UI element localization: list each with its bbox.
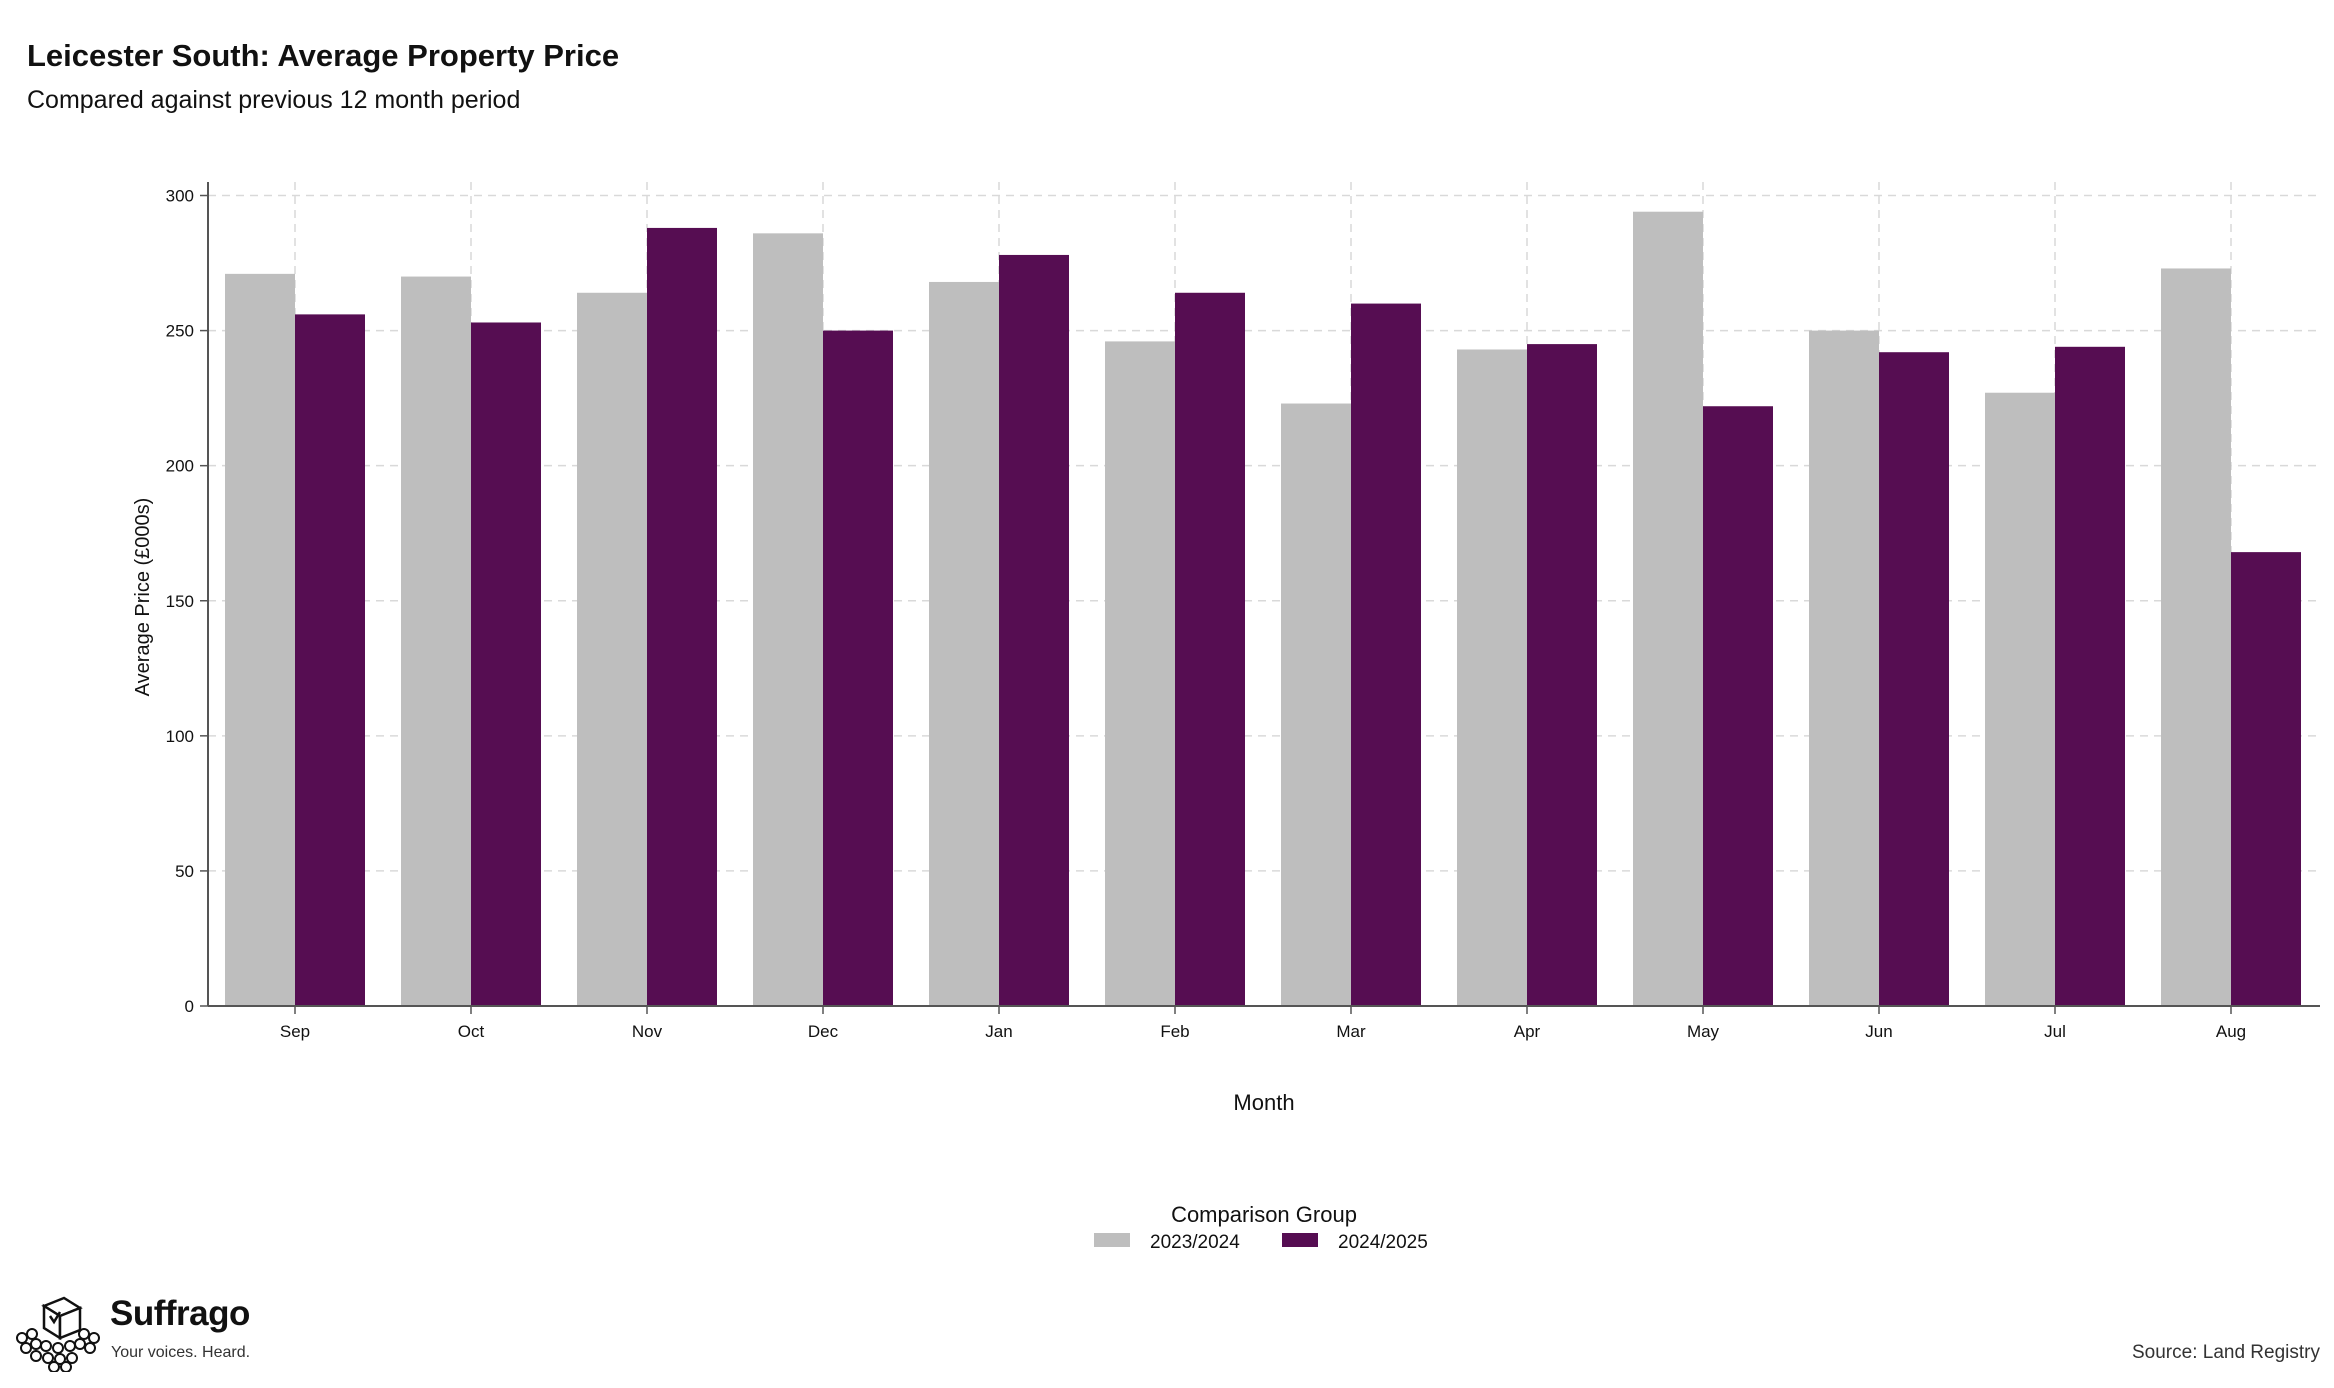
y-tick-label: 200: [166, 457, 194, 476]
x-tick-label: Nov: [632, 1022, 663, 1041]
logo-name: Suffrago: [110, 1294, 250, 1333]
logo-tagline: Your voices. Heard.: [111, 1344, 251, 1361]
x-tick-label: Jun: [1865, 1022, 1892, 1041]
legend: 2023/2024 2024/2025: [1094, 1232, 1428, 1253]
bar-2024-2025-jan: [999, 254, 1069, 1006]
chart-subtitle: Compared against previous 12 month perio…: [27, 86, 521, 114]
bars: [225, 211, 2301, 1007]
bar-2023-2024-oct: [401, 276, 471, 1006]
bar-2024-2025-may: [1703, 406, 1773, 1006]
y-tick-label: 0: [185, 997, 194, 1016]
bar-2023-2024-aug: [2161, 268, 2231, 1006]
bar-2024-2025-oct: [471, 322, 541, 1007]
y-tick-label: 300: [166, 187, 194, 206]
bar-2024-2025-apr: [1527, 344, 1597, 1006]
x-axis-title: Month: [1233, 1090, 1294, 1115]
bar-2024-2025-sep: [295, 314, 365, 1006]
y-tick-label: 100: [166, 727, 194, 746]
bar-2023-2024-sep: [225, 273, 295, 1007]
bar-2024-2025-feb: [1175, 292, 1245, 1006]
x-tick-label: Oct: [458, 1022, 485, 1041]
bar-2023-2024-mar: [1281, 403, 1351, 1006]
bar-2024-2025-mar: [1351, 303, 1421, 1007]
legend-label: 2024/2025: [1338, 1232, 1428, 1253]
bar-2023-2024-may: [1633, 211, 1703, 1007]
y-tick-label: 150: [166, 592, 194, 611]
x-tick-label: Sep: [280, 1022, 310, 1041]
x-tick-label: Apr: [1514, 1022, 1541, 1041]
bar-2023-2024-feb: [1105, 341, 1175, 1006]
legend-title: Comparison Group: [1171, 1202, 1357, 1227]
ballot-box-icon: [16, 1296, 100, 1372]
bar-2024-2025-dec: [823, 330, 893, 1006]
bar-2023-2024-apr: [1457, 349, 1527, 1006]
axes: 0 50 100 150 200 250 300 Sep Oct Nov Dec Jan Feb Mar A…: [166, 182, 2320, 1041]
bar-2024-2025-jun: [1879, 352, 1949, 1007]
bar-2023-2024-jun: [1809, 330, 1879, 1006]
x-tick-label: Dec: [808, 1022, 839, 1041]
legend-label: 2023/2024: [1150, 1232, 1240, 1253]
bar-2023-2024-jan: [929, 281, 999, 1006]
x-tick-label: Jul: [2044, 1022, 2066, 1041]
suffrago-logo: Suffrago Your voices. Heard.: [14, 1292, 274, 1372]
bar-2023-2024-nov: [577, 292, 647, 1006]
chart-title: Leicester South: Average Property Price: [27, 38, 620, 73]
x-tick-label: Feb: [1160, 1022, 1189, 1041]
y-axis-title: Average Price (£000s): [132, 498, 154, 697]
x-tick-label: May: [1687, 1022, 1720, 1041]
bar-2024-2025-nov: [647, 227, 717, 1007]
legend-swatch: [1094, 1233, 1130, 1247]
x-tick-label: Mar: [1336, 1022, 1366, 1041]
x-tick-label: Aug: [2216, 1022, 2246, 1041]
bar-2024-2025-jul: [2055, 346, 2125, 1006]
x-tick-label: Jan: [985, 1022, 1012, 1041]
bar-2023-2024-dec: [753, 233, 823, 1006]
y-tick-label: 50: [175, 862, 194, 881]
bar-2024-2025-aug: [2231, 552, 2301, 1006]
source-note: Source: Land Registry: [2132, 1342, 2320, 1363]
bar-2023-2024-jul: [1985, 392, 2055, 1006]
y-tick-label: 250: [166, 322, 194, 341]
legend-swatch: [1282, 1233, 1318, 1247]
